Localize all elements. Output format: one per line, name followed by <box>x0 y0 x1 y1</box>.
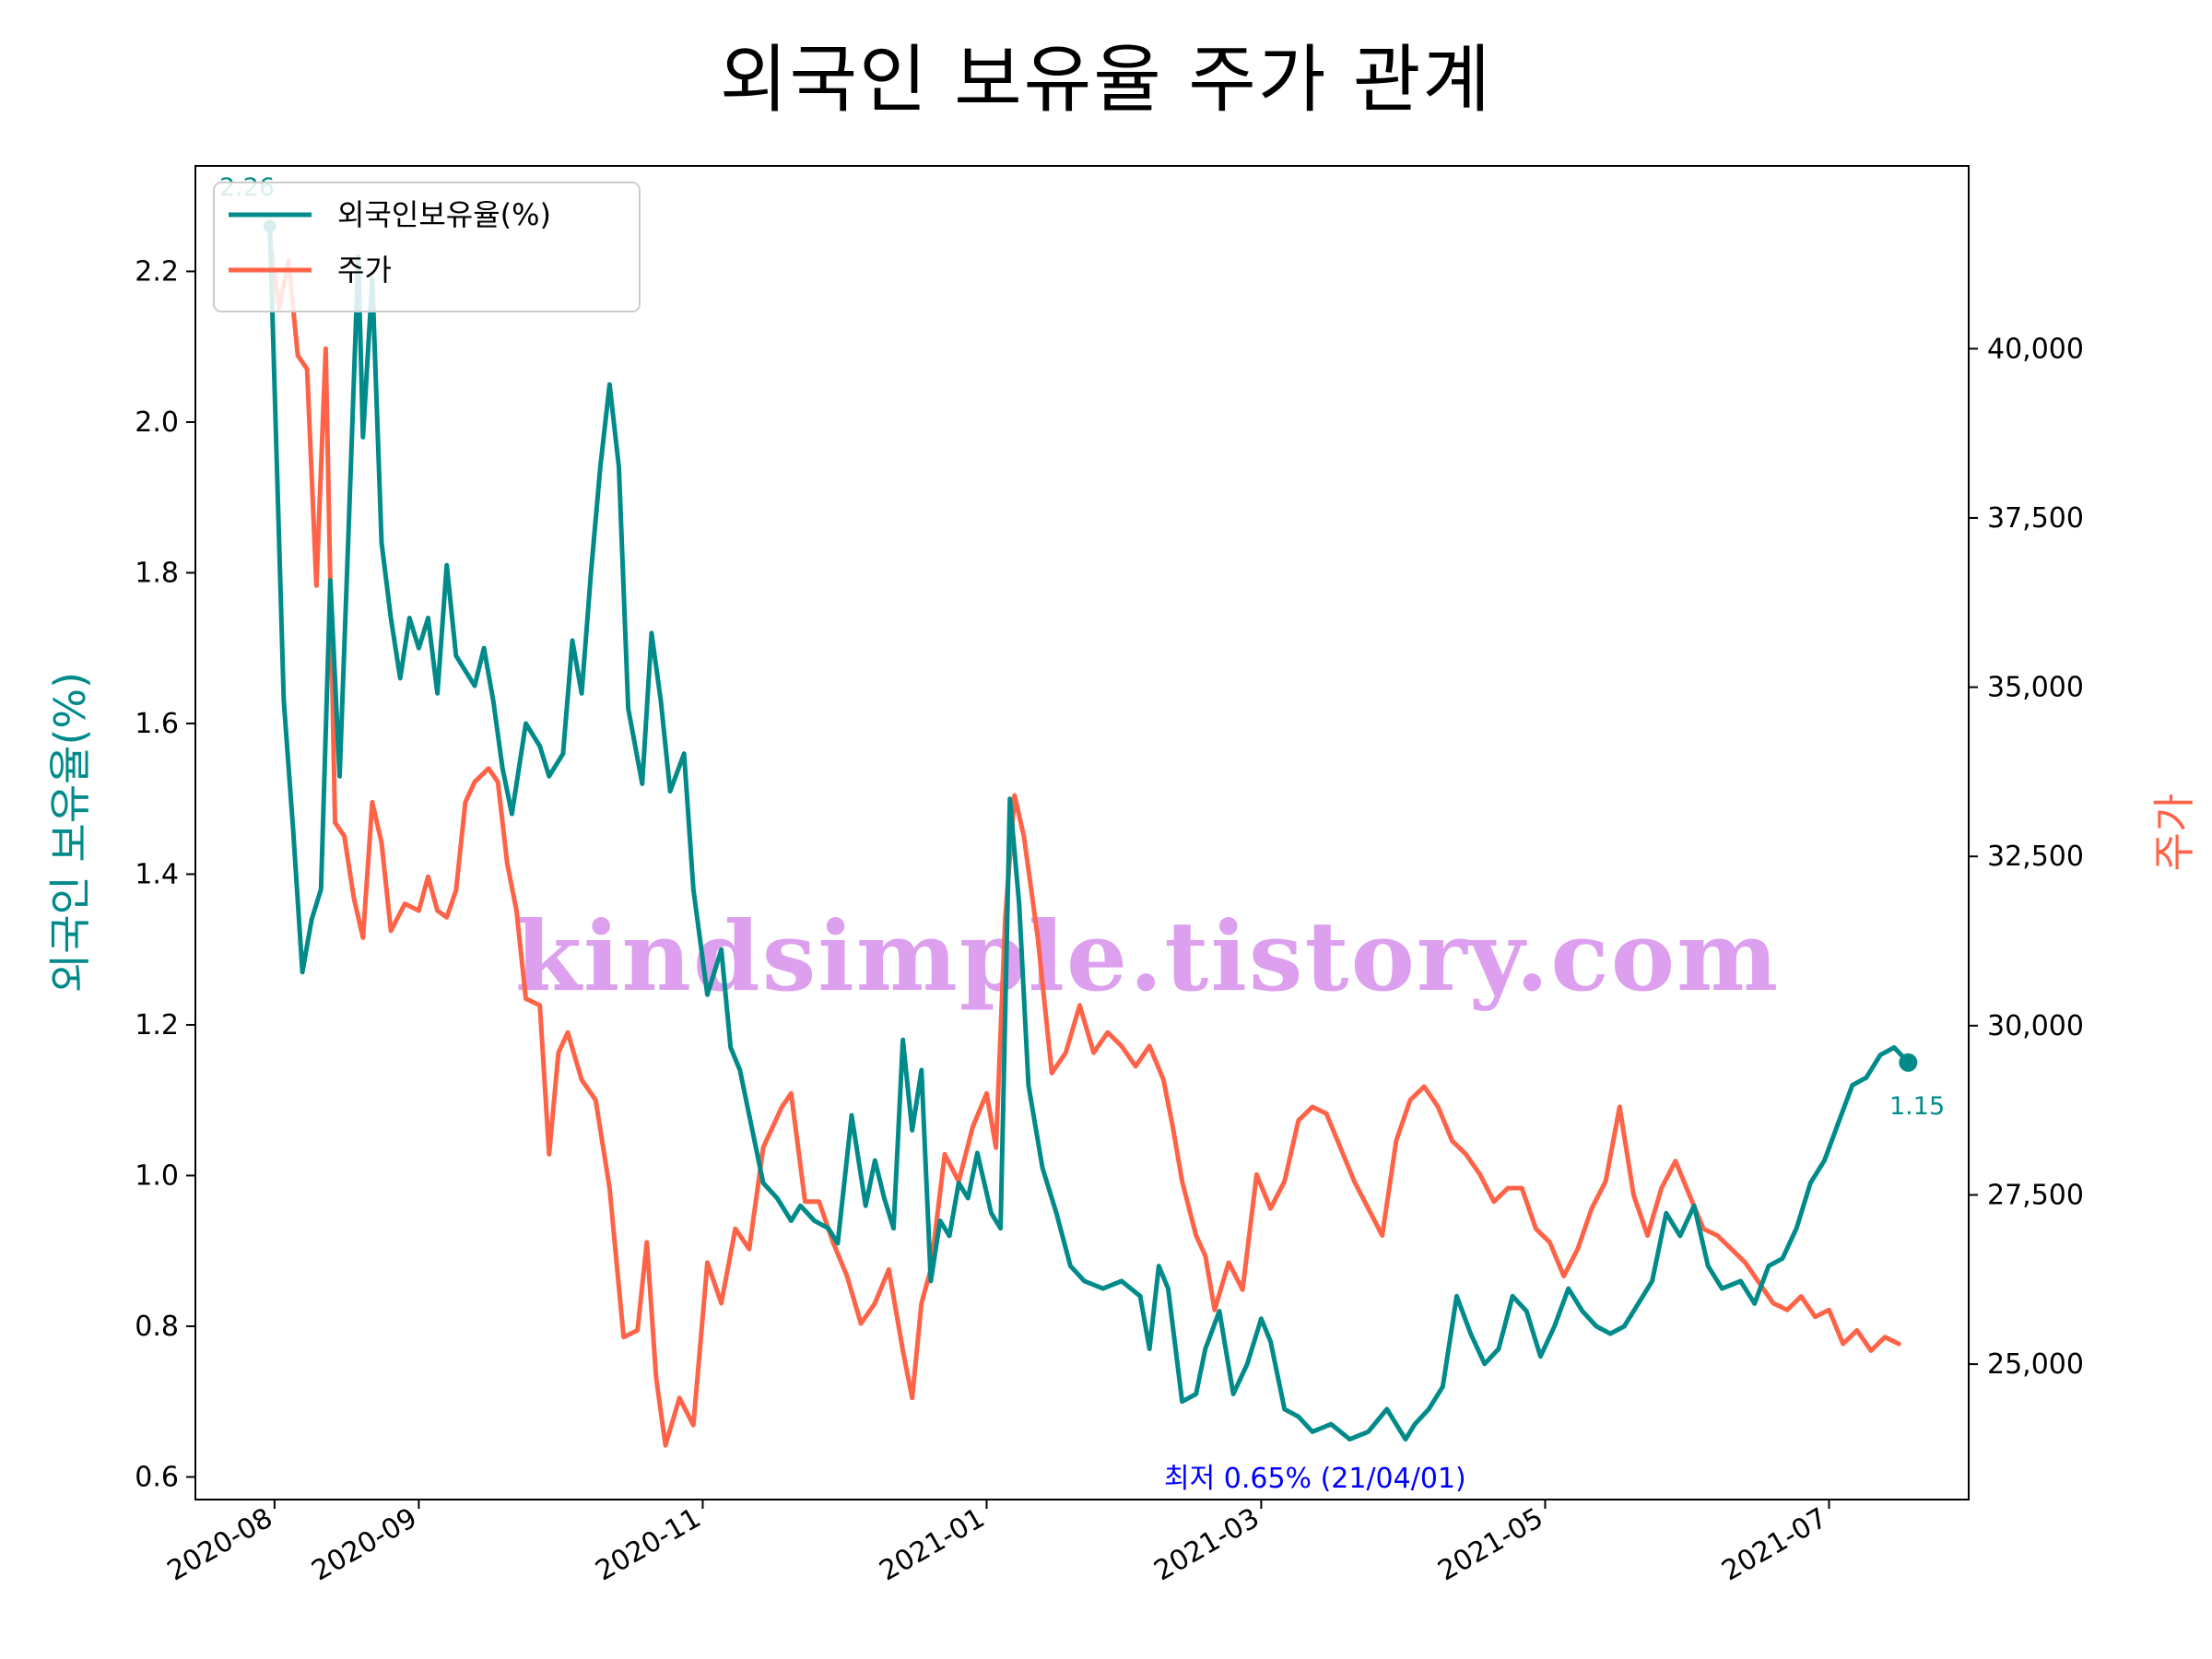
x-tick-label: 2020-11 <box>590 1502 706 1588</box>
y-right-tick-label: 40,000 <box>1987 333 2084 365</box>
legend: 외국인보유율(%) 주가 <box>213 182 641 312</box>
y-left-axis-label: 외국인 보유율(%) <box>45 672 95 993</box>
y-right-tick-label: 25,000 <box>1987 1348 2084 1381</box>
y-right-tick-label: 35,000 <box>1987 672 2084 704</box>
plot-frame <box>194 165 1970 1500</box>
y-left-tick-label: 2.2 <box>135 255 179 288</box>
y-right-tick-label: 27,500 <box>1987 1179 2084 1211</box>
series-line-price <box>267 238 1901 1448</box>
y-left-tick-label: 1.6 <box>135 708 179 740</box>
y-left-tick-label: 1.4 <box>135 858 179 890</box>
series-end-marker <box>1899 1053 1918 1072</box>
x-tick-label: 2020-09 <box>306 1502 422 1588</box>
y-right-tick-label: 37,500 <box>1987 502 2084 535</box>
y-right-axis-label: 주가 <box>2149 794 2199 872</box>
annotation-end-value: 1.15 <box>1889 1092 1945 1121</box>
y-left-tick-label: 1.0 <box>135 1159 179 1192</box>
series-line-foreign-ratio <box>267 223 1911 1442</box>
y-left-tick-label: 1.2 <box>135 1009 179 1041</box>
y-left-tick-label: 2.0 <box>135 406 179 439</box>
y-right-tick-label: 30,000 <box>1987 1010 2084 1042</box>
y-right-tick-label: 32,500 <box>1987 841 2084 873</box>
legend-label-foreign: 외국인보유율(%) <box>337 197 551 232</box>
chart-title: 외국인 보유율 주가 관계 <box>719 37 1493 123</box>
watermark: kindsimple.tistory.com <box>515 900 1780 1013</box>
x-tick-label: 2020-08 <box>162 1502 278 1588</box>
legend-label-price: 주가 <box>337 253 392 288</box>
x-tick-label: 2021-03 <box>1148 1502 1265 1588</box>
annotation-min: 최저 0.65% (21/04/01) <box>1164 1463 1466 1495</box>
x-tick-label: 2021-05 <box>1432 1502 1548 1588</box>
x-tick-label: 2021-01 <box>874 1502 990 1588</box>
y-left-tick-label: 0.8 <box>135 1311 179 1343</box>
x-tick-label: 2021-07 <box>1716 1502 1832 1588</box>
y-left-tick-label: 1.8 <box>135 557 179 589</box>
y-left-tick-label: 0.6 <box>135 1461 179 1493</box>
legend-box <box>213 182 641 312</box>
